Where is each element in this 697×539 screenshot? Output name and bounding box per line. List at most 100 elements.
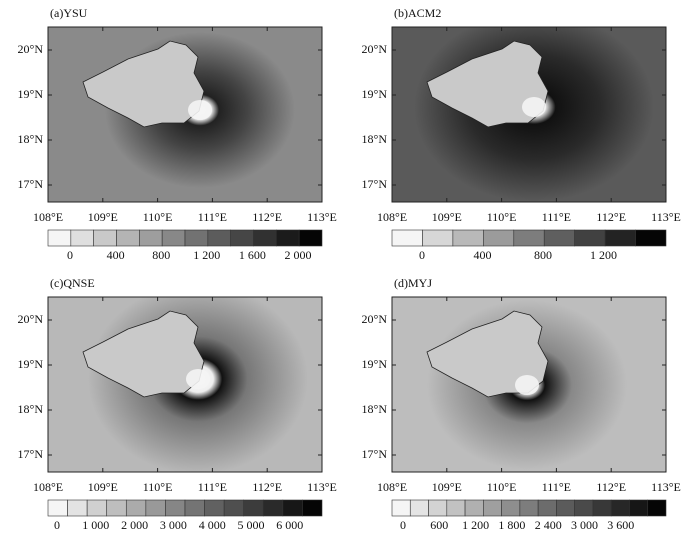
- lat-label: 19°N: [18, 357, 44, 371]
- colorbar-label: 0: [54, 518, 60, 532]
- colorbar-box: [184, 499, 205, 517]
- colorbar-box: [409, 499, 429, 517]
- colorbar-box: [230, 229, 254, 247]
- lat-label: 20°N: [18, 312, 44, 326]
- colorbar-box: [161, 229, 186, 247]
- island: [426, 310, 549, 398]
- cyclone-eye: [522, 97, 546, 117]
- colorbar-box: [556, 499, 575, 517]
- colorbar-label: 4 000: [199, 518, 226, 532]
- colorbar-box: [452, 229, 484, 247]
- lat-label: 17°N: [362, 447, 388, 461]
- lon-label: 111°E: [198, 210, 227, 224]
- colorbar-label: 1 200: [462, 518, 489, 532]
- lon-label: 109°E: [88, 210, 118, 224]
- panel-title: (a)YSU: [50, 6, 88, 20]
- map-frame: [47, 26, 323, 203]
- colorbar-label: 3 600: [607, 518, 634, 532]
- lon-label: 109°E: [88, 480, 118, 494]
- lat-label: 17°N: [362, 177, 388, 191]
- colorbar-box: [604, 229, 636, 247]
- colorbar-label: 3 000: [160, 518, 187, 532]
- lat-label: 20°N: [18, 42, 44, 56]
- colorbar-label: 2 400: [535, 518, 562, 532]
- colorbar-label: 3 000: [571, 518, 598, 532]
- panel-title: (b)ACM2: [394, 6, 441, 20]
- colorbar-box: [47, 499, 68, 517]
- colorbar-label: 5 000: [238, 518, 265, 532]
- colorbar-label: 6 000: [276, 518, 303, 532]
- colorbar-box: [165, 499, 186, 517]
- colorbar-box: [543, 229, 575, 247]
- map: [392, 297, 666, 472]
- panel: (d)MYJ 20°N 19°N 18°N 17°N 108°E 109°E 110°E 111…: [362, 276, 681, 532]
- lon-label: 109°E: [432, 480, 462, 494]
- lat-label: 19°N: [362, 87, 388, 101]
- panel: (c)QNSE 20°N 19°N 18°N 17°N 108°E 109°E 110°E 11…: [18, 276, 337, 532]
- colorbar-box: [483, 499, 502, 517]
- lon-label: 112°E: [596, 210, 626, 224]
- lon-label: 108°E: [377, 210, 407, 224]
- colorbar-box: [391, 499, 411, 517]
- colorbar-label: 1 200: [193, 248, 220, 262]
- colorbar-box: [635, 229, 667, 247]
- colorbar-box: [537, 499, 557, 517]
- colorbar-box: [125, 499, 147, 517]
- lat-label: 19°N: [362, 357, 388, 371]
- colorbar-box: [243, 499, 264, 517]
- lat-label: 20°N: [362, 42, 388, 56]
- colorbar-label: 800: [152, 248, 170, 262]
- map: [392, 27, 666, 202]
- lat-label: 18°N: [18, 132, 44, 146]
- panel-title: (d)MYJ: [394, 276, 432, 290]
- colorbar-label: 2 000: [285, 248, 312, 262]
- colorbar-box: [67, 499, 88, 517]
- island: [82, 310, 205, 398]
- colorbar-box: [501, 499, 521, 517]
- colorbar-box: [145, 499, 166, 517]
- lon-label: 110°E: [143, 480, 173, 494]
- colorbar-label: 400: [107, 248, 125, 262]
- lon-label: 108°E: [33, 480, 63, 494]
- cyclone-eye: [186, 369, 210, 389]
- colorbar-label: 0: [419, 248, 425, 262]
- lon-label: 112°E: [252, 480, 282, 494]
- colorbar-box: [574, 229, 606, 247]
- map-frame: [391, 26, 667, 203]
- colorbar-box: [106, 499, 127, 517]
- colorbar-box: [483, 229, 515, 247]
- colorbar-label: 1 000: [82, 518, 109, 532]
- colorbar-label: 0: [67, 248, 73, 262]
- colorbar-box: [86, 499, 108, 517]
- colorbar-label: 1 800: [498, 518, 525, 532]
- colorbar-box: [647, 499, 667, 517]
- colorbar-box: [276, 229, 300, 247]
- colorbar-box: [391, 229, 423, 247]
- colorbar-box: [298, 229, 323, 247]
- colorbar-box: [116, 229, 140, 247]
- island: [426, 40, 549, 128]
- colorbar-label: 800: [534, 248, 552, 262]
- lon-label: 110°E: [143, 210, 173, 224]
- lon-label: 113°E: [307, 210, 337, 224]
- lon-label: 111°E: [198, 480, 227, 494]
- lat-label: 18°N: [362, 402, 388, 416]
- lat-label: 17°N: [18, 447, 44, 461]
- lat-label: 20°N: [362, 312, 388, 326]
- panel: (b)ACM2 20°N 19°N 18°N 17°N 108°E 109°E 110°E 11…: [362, 6, 681, 262]
- colorbar-box: [262, 499, 284, 517]
- colorbar-box: [629, 499, 649, 517]
- colorbar-label: 600: [430, 518, 448, 532]
- colorbar-box: [223, 499, 245, 517]
- colorbar-box: [204, 499, 225, 517]
- colorbar-box: [519, 499, 539, 517]
- lon-label: 113°E: [651, 210, 681, 224]
- lon-label: 109°E: [432, 210, 462, 224]
- colorbar-label: 0: [400, 518, 406, 532]
- colorbar-box: [446, 499, 466, 517]
- colorbar-box: [70, 229, 94, 247]
- island: [82, 40, 205, 128]
- colorbar-label: 2 000: [121, 518, 148, 532]
- colorbar-box: [422, 229, 454, 247]
